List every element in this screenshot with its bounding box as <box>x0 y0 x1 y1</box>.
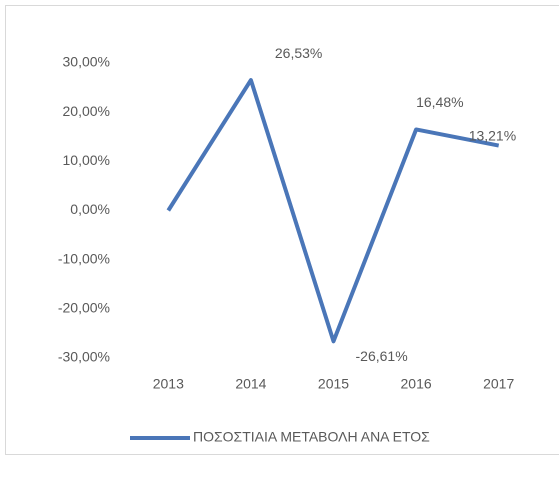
y-tick-label: -20,00% <box>58 300 110 316</box>
y-tick-label: 10,00% <box>63 152 110 168</box>
y-tick-label: -10,00% <box>58 250 110 266</box>
y-tick-label: 20,00% <box>63 103 110 119</box>
y-tick-label: 0,00% <box>70 201 110 217</box>
x-tick-label: 2017 <box>483 376 514 392</box>
legend-label: ΠΟΣΟΣΤΙΑΙΑ ΜΕΤΑΒΟΛΗ ΑΝΑ ΕΤΟΣ <box>193 429 430 445</box>
data-line <box>166 78 500 344</box>
data-label: -26,61% <box>356 348 408 364</box>
y-tick-label: 30,00% <box>63 54 110 70</box>
x-tick-label: 2016 <box>401 376 432 392</box>
chart-frame <box>5 5 559 455</box>
data-label: 13,21% <box>469 127 516 143</box>
data-label: 26,53% <box>275 45 322 61</box>
y-tick-label: -30,00% <box>58 349 110 365</box>
x-tick-label: 2015 <box>318 376 349 392</box>
x-tick-label: 2014 <box>235 376 266 392</box>
data-label: 16,48% <box>416 94 463 110</box>
x-tick-label: 2013 <box>153 376 184 392</box>
